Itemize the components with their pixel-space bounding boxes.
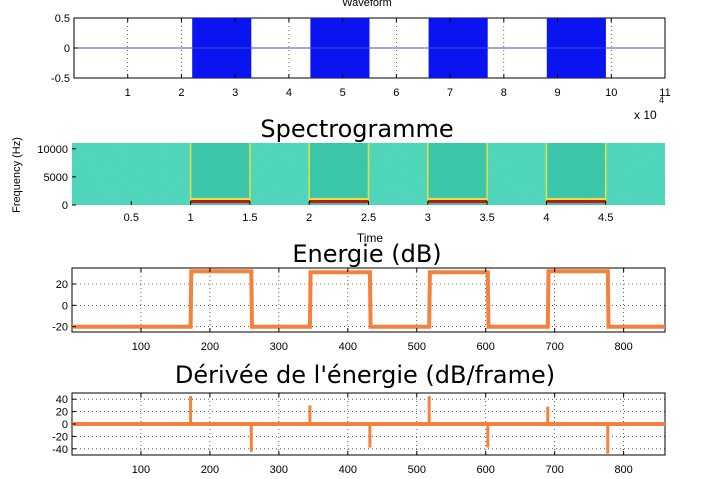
energy-panel: Energie (dB) 200-20 100 200 300 400 500 600 70… — [52, 240, 666, 353]
y-tick-label: -20 — [52, 322, 68, 334]
x-tick-label: 2 — [178, 87, 184, 99]
x-tick-label: 500 — [408, 341, 426, 353]
x-tick-label: 200 — [201, 464, 219, 476]
x-tick-label: 4 — [543, 212, 549, 224]
x-tick-label: 3.5 — [479, 212, 494, 224]
derivative-title: Dérivée de l'énergie (dB/frame) — [175, 361, 555, 389]
y-tick-label: 0 — [62, 300, 68, 312]
energy-y-ticks: 20 0 -20 — [52, 279, 76, 334]
x-tick-label: 700 — [545, 464, 563, 476]
x-tick-label: 100 — [132, 341, 150, 353]
x-tick-label: 3 — [425, 212, 431, 224]
y-tick-label: 5000 — [44, 172, 68, 184]
x-tick-label: 100 — [132, 464, 150, 476]
energy-title: Energie (dB) — [292, 240, 441, 268]
y-tick-label: -40 — [52, 444, 68, 456]
x-tick-label: 10 — [605, 87, 617, 99]
x-tick-label: 1 — [125, 87, 131, 99]
y-tick-label: 10000 — [37, 144, 68, 156]
x-tick-label: 400 — [339, 464, 357, 476]
x-tick-label: 400 — [339, 341, 357, 353]
x-tick-label: 3 — [232, 87, 238, 99]
x-tick-label: 600 — [477, 341, 495, 353]
waveform-x-ticks: 1 2 3 4 5 6 7 8 9 10 11 — [125, 18, 671, 99]
y-tick-label: -20 — [52, 431, 68, 443]
x-tick-label: 11 — [659, 87, 670, 99]
energy-x-ticks: 100 200 300 400 500 600 700 800 — [132, 268, 633, 353]
y-tick-label: -0.5 — [51, 73, 70, 85]
x-tick-label: 7 — [447, 87, 453, 99]
x-tick-label: 4.5 — [598, 212, 613, 224]
derivative-panel: Dérivée de l'énergie (dB/frame) 40200-20… — [52, 361, 666, 476]
y-tick-label: 0 — [62, 200, 68, 212]
y-tick-label: 40 — [56, 394, 68, 406]
y-tick-label: 0.5 — [55, 13, 70, 25]
spectrogram-low-band — [427, 200, 488, 203]
waveform-panel: Waveform 0.5 0 -0.5 1 2 3 4 5 6 7 8 9 10 11 x 10 4 — [51, 0, 671, 122]
x-tick-label: 1 — [188, 212, 194, 224]
waveform-title: Waveform — [342, 0, 392, 9]
x-tick-label: 300 — [270, 464, 288, 476]
x-tick-label: 9 — [554, 87, 560, 99]
x-tick-label: 0.5 — [124, 212, 139, 224]
spectrogram-low-band — [309, 200, 369, 203]
y-tick-label: 0 — [62, 419, 68, 431]
energy-series-line — [72, 269, 665, 329]
spectrogram-low-band-halo — [309, 198, 369, 201]
spectrogram-low-band-halo — [190, 198, 250, 201]
y-tick-label: 20 — [56, 407, 68, 419]
spectrogram-segments — [189, 143, 607, 205]
x-tick-label: 800 — [614, 464, 632, 476]
spectrogram-y-ticks: 0 5000 10000 — [37, 144, 76, 212]
spectrogram-low-band — [190, 200, 250, 203]
x-tick-label: 200 — [201, 341, 219, 353]
y-tick-label: 20 — [56, 279, 68, 291]
spectrogram-segment-region — [427, 143, 488, 205]
waveform-exponent-power: 4 — [659, 95, 664, 105]
spectrogram-title: Spectrogramme — [260, 115, 453, 143]
spectrogram-panel: Spectrogramme 0 5000 10000 0.5 1 1.5 2 2.5 3 3.5… — [11, 115, 665, 245]
x-tick-label: 500 — [408, 464, 426, 476]
y-tick-label: 0 — [64, 43, 70, 55]
x-tick-label: 6 — [393, 87, 399, 99]
derivative-x-ticks: 100 200 300 400 500 600 700 800 — [132, 393, 633, 476]
x-tick-label: 800 — [614, 341, 632, 353]
x-tick-label: 5 — [340, 87, 346, 99]
derivative-spikes — [189, 396, 610, 454]
spectrogram-x-label: Time — [357, 231, 384, 245]
x-tick-label: 2.5 — [361, 212, 376, 224]
spectrogram-x-ticks: 0.5 1 1.5 2 2.5 3 3.5 4 4.5 — [124, 201, 613, 224]
spectrogram-low-band-halo — [427, 198, 488, 201]
x-tick-label: 2 — [306, 212, 312, 224]
x-tick-label: 1.5 — [242, 212, 257, 224]
waveform-y-ticks: 0.5 0 -0.5 — [51, 13, 78, 85]
spectrogram-low-band — [546, 200, 606, 203]
spectrogram-low-band-halo — [546, 198, 606, 201]
x-tick-label: 8 — [501, 87, 507, 99]
spectrogram-segment-region — [309, 143, 369, 205]
waveform-exponent-label: x 10 — [634, 108, 657, 122]
spectrogram-segment-region — [190, 143, 250, 205]
x-tick-label: 700 — [545, 341, 563, 353]
x-tick-label: 600 — [477, 464, 495, 476]
x-tick-label: 300 — [270, 341, 288, 353]
spectrogram-y-label: Frequency (Hz) — [11, 137, 23, 213]
spectrogram-segment-region — [546, 143, 606, 205]
x-tick-label: 4 — [286, 87, 292, 99]
